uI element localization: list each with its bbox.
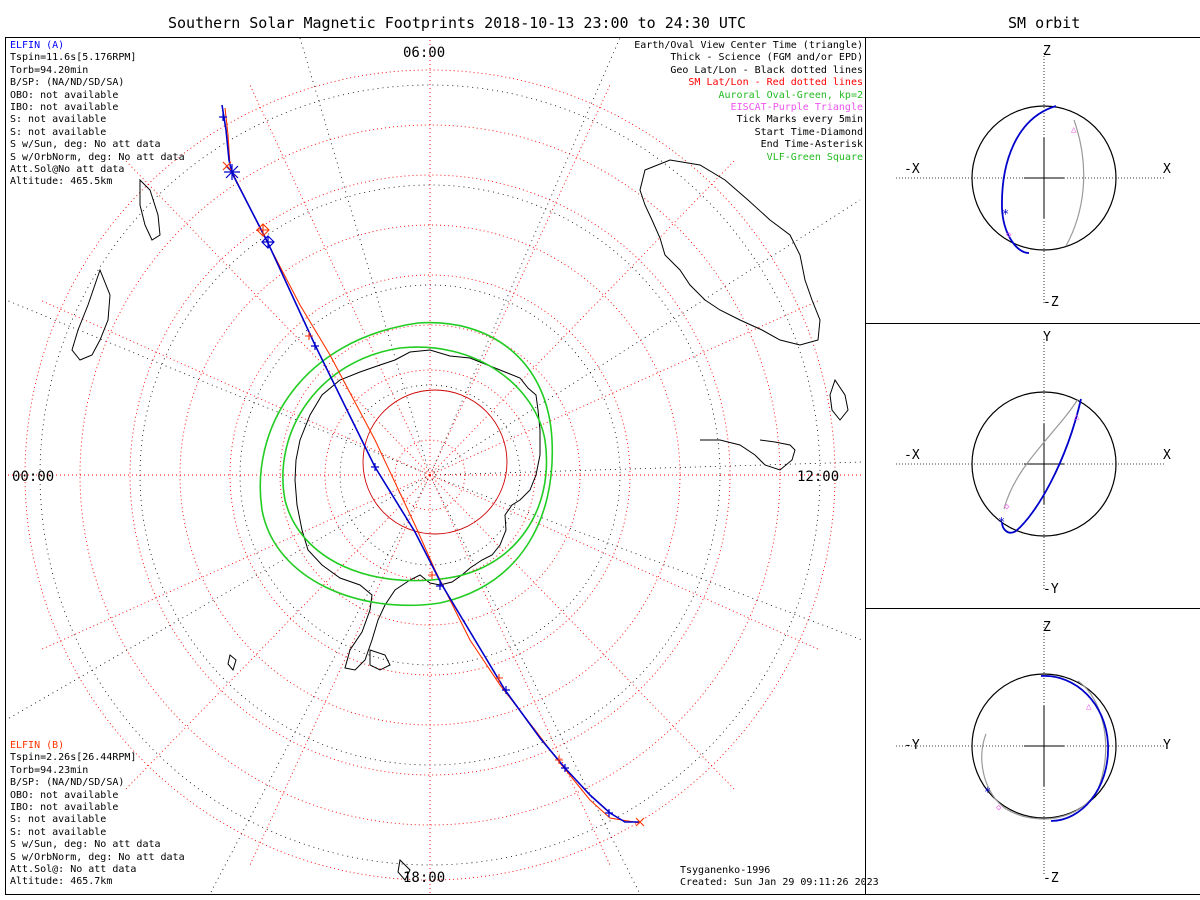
orbit-divider-1 xyxy=(865,323,1200,324)
elfin-b-line: S: not available xyxy=(10,826,107,838)
elfin-a-info: ELFIN (A) Tspin=11.6s[5.176RPM] Torb=94.… xyxy=(10,40,185,189)
legend-item: End Time-Asterisk xyxy=(760,139,863,151)
legend-item: SM Lat/Lon - Red dotted lines xyxy=(688,77,863,89)
orbit-panel-3-left-label: -Y xyxy=(904,738,920,753)
elfin-a-line: OBO: not available xyxy=(10,89,119,101)
elfin-b-line: S w/Sun, deg: No att data xyxy=(10,839,161,851)
legend-item: Tick Marks every 5min xyxy=(736,114,863,126)
main-title: Southern Solar Magnetic Footprints 2018-… xyxy=(168,14,746,32)
elfin-b-ticks xyxy=(222,161,645,827)
svg-text:*: * xyxy=(1002,207,1009,221)
elfin-a-line: Altitude: 465.5km xyxy=(10,176,113,188)
svg-text:◇: ◇ xyxy=(996,803,1002,813)
orbit-panels-frame xyxy=(865,37,1200,895)
orbit-panel-2-top-label: Y xyxy=(1043,330,1051,345)
legend-item: Geo Lat/Lon - Black dotted lines xyxy=(670,64,863,76)
orbit-panel-1-right-label: X xyxy=(1163,162,1171,177)
elfin-a-line: S w/Sun, deg: No att data xyxy=(10,139,161,151)
svg-text:*: * xyxy=(984,785,991,799)
elfin-a-track xyxy=(221,104,640,823)
elfin-b-line: S w/OrbNorm, deg: No att data xyxy=(10,851,185,863)
legend-item: EISCAT-Purple Triangle xyxy=(730,102,863,114)
orbit-panel-2-bottom-label: -Y xyxy=(1043,582,1059,597)
elfin-a-line: S w/OrbNorm, deg: No att data xyxy=(10,151,185,163)
orbit-panel-2-right-label: X xyxy=(1163,448,1171,463)
orbit-panel-xy: * ◇ △ xyxy=(896,339,1166,589)
clock-label-left: 00:00 xyxy=(12,469,55,485)
legend-item: Auroral Oval-Green, kp=2 xyxy=(718,89,864,101)
orbit-panel-xz: * ◇ △ xyxy=(896,53,1166,303)
elfin-a-ticks xyxy=(219,113,613,817)
footprint-map xyxy=(6,38,863,894)
clock-label-top: 06:00 xyxy=(403,45,446,61)
orbit-title: SM orbit xyxy=(1008,14,1081,32)
elfin-b-line: Torb=94.23min xyxy=(10,764,89,776)
svg-text:△: △ xyxy=(1071,125,1077,135)
svg-text:*: * xyxy=(998,515,1005,529)
orbit-panel-3-right-label: Y xyxy=(1163,738,1171,753)
elfin-b-line: Tspin=2.26s[26.44RPM] xyxy=(10,752,137,764)
elfin-b-name: ELFIN (B) xyxy=(10,740,65,751)
clock-label-right: 12:00 xyxy=(797,469,840,485)
svg-text:△: △ xyxy=(1074,412,1080,422)
orbit-panel-1-bottom-label: -Z xyxy=(1043,295,1059,310)
svg-text:◇: ◇ xyxy=(1004,502,1010,512)
elfin-a-line: Torb=94.20min xyxy=(10,64,89,76)
sm-grid xyxy=(8,40,862,894)
elfin-a-line: B/SP: (NA/ND/SD/SA) xyxy=(10,77,125,89)
elfin-a-line: S: not available xyxy=(10,114,107,126)
legend-item: Start Time-Diamond xyxy=(754,126,863,138)
coastlines xyxy=(71,159,849,881)
orbit-panel-1-left-label: -X xyxy=(904,162,920,177)
orbit-panel-3-top-label: Z xyxy=(1043,620,1051,635)
orbit-panel-2-left-label: -X xyxy=(904,448,920,463)
legend: Earth/Oval View Center Time (triangle) T… xyxy=(634,40,863,164)
clock-label-bottom: 18:00 xyxy=(403,870,446,886)
elfin-b-line: Altitude: 465.7km xyxy=(10,876,113,888)
elfin-b-info: ELFIN (B) Tspin=2.26s[26.44RPM] Torb=94.… xyxy=(10,740,185,889)
legend-item: Earth/Oval View Center Time (triangle) xyxy=(634,40,863,51)
elfin-b-line: Att.Sol@: No att data xyxy=(10,864,137,876)
elfin-a-start-diamond xyxy=(261,235,275,249)
elfin-b-line: S: not available xyxy=(10,814,107,826)
elfin-a-line: IBO: not available xyxy=(10,102,119,114)
orbit-divider-2 xyxy=(865,608,1200,609)
elfin-b-line: B/SP: (NA/ND/SD/SA) xyxy=(10,777,125,789)
orbit-panel-1-top-label: Z xyxy=(1043,44,1051,59)
auroral-oval xyxy=(259,321,554,607)
footer: Tsyganenko-1996 Created: Sun Jan 29 09:1… xyxy=(680,865,879,890)
svg-text:◇: ◇ xyxy=(1006,230,1012,240)
elfin-b-track xyxy=(224,107,641,824)
svg-text:△: △ xyxy=(1086,702,1092,712)
elfin-b-line: OBO: not available xyxy=(10,789,119,801)
elfin-a-line: S: not available xyxy=(10,126,107,138)
legend-item: Thick - Science (FGM and/or EPD) xyxy=(670,52,863,64)
orbit-panel-3-bottom-label: -Z xyxy=(1043,871,1059,886)
elfin-a-line: Tspin=11.6s[5.176RPM] xyxy=(10,52,137,64)
elfin-a-name: ELFIN (A) xyxy=(10,40,65,51)
elfin-b-start-diamond xyxy=(256,223,270,237)
sm-inner-circle xyxy=(362,389,508,535)
orbit-panel-yz: * ◇ △ xyxy=(896,624,1166,874)
created-timestamp: Created: Sun Jan 29 09:11:26 2023 xyxy=(680,877,879,889)
elfin-b-line: IBO: not available xyxy=(10,802,119,814)
model-label: Tsyganenko-1996 xyxy=(680,865,771,876)
legend-item: VLF-Green Square xyxy=(766,151,863,163)
elfin-a-line: Att.Sol@No att data xyxy=(10,164,125,176)
